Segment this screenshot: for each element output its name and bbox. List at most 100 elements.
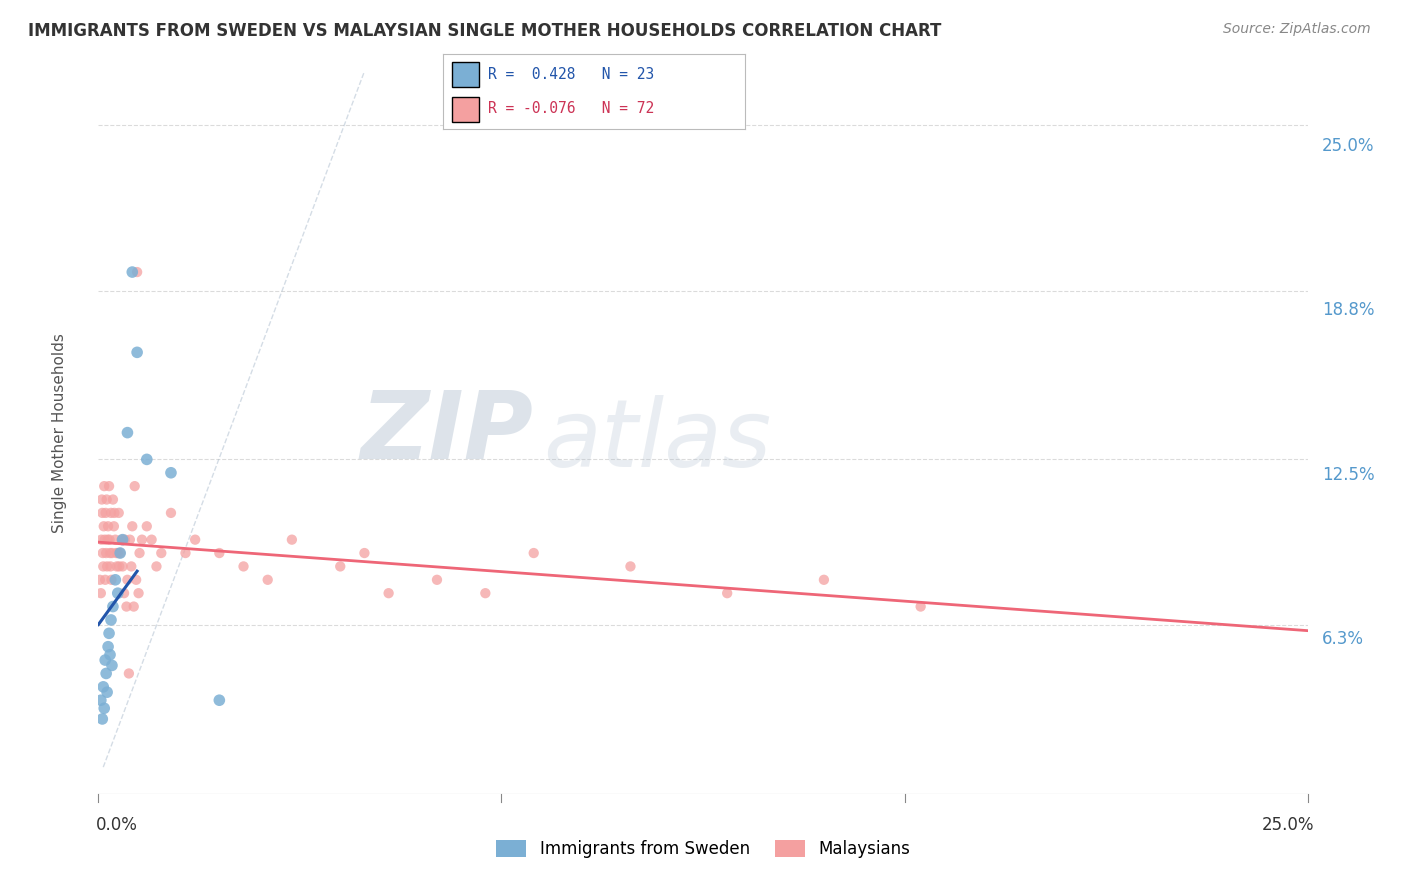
Point — [256, 573, 278, 587]
Point — [105, 546, 128, 560]
Point — [101, 546, 124, 560]
Point — [98, 546, 121, 560]
Point — [128, 546, 150, 560]
Text: 18.8%: 18.8% — [1322, 301, 1374, 318]
Point — [105, 559, 128, 574]
Point — [96, 546, 118, 560]
Point — [98, 479, 121, 493]
Point — [107, 546, 129, 560]
Point — [104, 533, 127, 547]
Point — [329, 559, 352, 574]
Point — [91, 546, 114, 560]
Point — [208, 546, 231, 560]
FancyBboxPatch shape — [451, 62, 479, 87]
Point — [91, 506, 114, 520]
Point — [118, 666, 141, 681]
Point — [93, 533, 115, 547]
Point — [111, 533, 134, 547]
Point — [208, 693, 231, 707]
Point — [101, 658, 124, 673]
Point — [716, 586, 738, 600]
Point — [115, 599, 138, 614]
Point — [281, 533, 304, 547]
Point — [232, 559, 254, 574]
Point — [98, 626, 121, 640]
Text: 6.3%: 6.3% — [1322, 630, 1364, 648]
Text: IMMIGRANTS FROM SWEDEN VS MALAYSIAN SINGLE MOTHER HOUSEHOLDS CORRELATION CHART: IMMIGRANTS FROM SWEDEN VS MALAYSIAN SING… — [28, 22, 942, 40]
Point — [90, 492, 112, 507]
Point — [120, 559, 142, 574]
Point — [93, 479, 115, 493]
Text: R =  0.428   N = 23: R = 0.428 N = 23 — [488, 67, 654, 82]
Point — [91, 680, 114, 694]
Point — [125, 573, 148, 587]
Point — [523, 546, 546, 560]
Point — [94, 653, 117, 667]
Point — [93, 519, 115, 533]
Point — [90, 533, 112, 547]
Text: 25.0%: 25.0% — [1322, 137, 1374, 155]
Text: 0.0%: 0.0% — [96, 816, 138, 834]
Text: atlas: atlas — [543, 395, 772, 486]
Point — [135, 519, 157, 533]
Point — [377, 586, 399, 600]
Point — [117, 425, 139, 440]
Point — [184, 533, 207, 547]
Point — [98, 648, 121, 662]
Point — [96, 666, 118, 681]
Point — [96, 559, 118, 574]
Point — [910, 599, 932, 614]
Point — [121, 265, 143, 279]
Text: Source: ZipAtlas.com: Source: ZipAtlas.com — [1223, 22, 1371, 37]
FancyBboxPatch shape — [451, 96, 479, 122]
Point — [91, 559, 114, 574]
Point — [96, 492, 118, 507]
Point — [353, 546, 375, 560]
Point — [426, 573, 449, 587]
Text: Single Mother Households: Single Mother Households — [52, 333, 67, 533]
Point — [103, 519, 125, 533]
Point — [103, 506, 125, 520]
Point — [107, 506, 129, 520]
Point — [100, 559, 122, 574]
Text: R = -0.076   N = 72: R = -0.076 N = 72 — [488, 101, 654, 116]
Point — [122, 599, 145, 614]
Point — [91, 712, 114, 726]
Point — [174, 546, 197, 560]
Point — [474, 586, 496, 600]
Text: 25.0%: 25.0% — [1263, 816, 1315, 834]
Point — [111, 533, 134, 547]
Point — [93, 701, 115, 715]
Point — [813, 573, 835, 587]
Point — [90, 693, 112, 707]
Point — [89, 573, 111, 587]
Point — [114, 533, 136, 547]
Point — [128, 586, 150, 600]
Point — [619, 559, 641, 574]
Point — [94, 506, 117, 520]
Point — [90, 586, 112, 600]
Point — [97, 533, 120, 547]
Point — [100, 613, 122, 627]
Point — [127, 265, 149, 279]
Point — [141, 533, 163, 547]
Text: 12.5%: 12.5% — [1322, 467, 1374, 484]
Legend: Immigrants from Sweden, Malaysians: Immigrants from Sweden, Malaysians — [489, 833, 917, 865]
Point — [97, 640, 120, 654]
Point — [124, 479, 146, 493]
Point — [108, 546, 131, 560]
Point — [97, 519, 120, 533]
Point — [112, 586, 135, 600]
Point — [100, 506, 122, 520]
Point — [96, 685, 118, 699]
Point — [111, 559, 134, 574]
Point — [104, 573, 127, 587]
Point — [160, 466, 183, 480]
Point — [108, 559, 131, 574]
Text: ZIP: ZIP — [361, 386, 534, 479]
Point — [101, 492, 124, 507]
Point — [101, 599, 124, 614]
Point — [145, 559, 167, 574]
Point — [107, 586, 129, 600]
Point — [131, 533, 153, 547]
